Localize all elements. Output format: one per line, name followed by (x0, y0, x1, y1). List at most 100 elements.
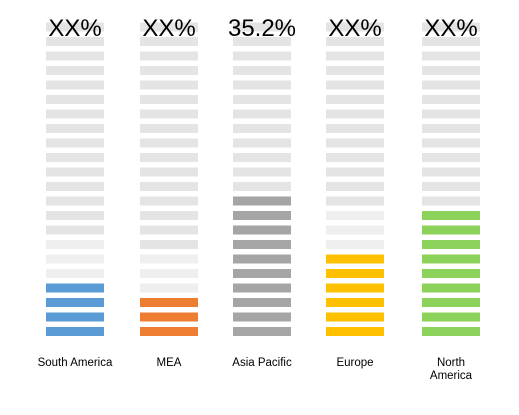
empty-segment-asia-pacific-15 (233, 124, 291, 133)
empty-segment-asia-pacific-21 (233, 37, 291, 46)
empty-segment-north-america-16 (422, 109, 480, 119)
filled-segment-asia-pacific-2 (233, 312, 291, 322)
empty-segment-asia-pacific-11 (233, 182, 291, 191)
empty-segment-north-america-14 (422, 138, 480, 148)
filled-segment-asia-pacific-5 (233, 269, 291, 278)
category-label-line-south-america-1: South America (38, 357, 113, 369)
empty-segment-europe-21 (326, 37, 384, 46)
empty-segment-south-america-22 (46, 22, 104, 32)
empty-segment-europe-15 (326, 124, 384, 133)
filled-segment-asia-pacific-10 (233, 196, 291, 206)
filled-segment-north-america-6 (422, 254, 480, 264)
empty-segment-mea-18 (140, 80, 198, 90)
empty-segment-north-america-12 (422, 167, 480, 177)
empty-segment-south-america-7 (46, 240, 104, 249)
filled-segment-north-america-2 (422, 312, 480, 322)
empty-segment-north-america-22 (422, 22, 480, 32)
empty-segment-europe-16 (326, 109, 384, 119)
filled-segment-asia-pacific-8 (233, 225, 291, 235)
empty-segment-south-america-9 (46, 211, 104, 220)
empty-segment-south-america-18 (46, 80, 104, 90)
filled-segment-south-america-3 (46, 298, 104, 307)
empty-segment-north-america-18 (422, 80, 480, 90)
empty-segment-asia-pacific-18 (233, 80, 291, 90)
value-label-south-america: XX% (48, 15, 101, 42)
category-label-line-asia-pacific-1: Asia Pacific (232, 357, 292, 369)
category-label-line-north-america-1: North (437, 357, 465, 369)
empty-segment-asia-pacific-17 (233, 95, 291, 104)
empty-segment-mea-15 (140, 124, 198, 133)
empty-segment-south-america-16 (46, 109, 104, 119)
filled-segment-north-america-9 (422, 211, 480, 220)
category-label-south-america: South America (38, 357, 113, 369)
empty-segment-europe-17 (326, 95, 384, 104)
empty-segment-europe-22 (326, 22, 384, 32)
empty-segment-south-america-6 (46, 254, 104, 264)
empty-segment-south-america-13 (46, 153, 104, 162)
empty-segment-mea-5 (140, 269, 198, 278)
empty-segment-mea-17 (140, 95, 198, 104)
filled-segment-north-america-8 (422, 225, 480, 235)
filled-segment-south-america-4 (46, 283, 104, 293)
category-label-mea: MEA (157, 357, 182, 369)
empty-segment-mea-4 (140, 283, 198, 293)
filled-segment-mea-3 (140, 298, 198, 307)
empty-segment-asia-pacific-20 (233, 51, 291, 61)
empty-segment-mea-9 (140, 211, 198, 220)
empty-segment-north-america-10 (422, 196, 480, 206)
filled-segment-asia-pacific-4 (233, 283, 291, 293)
empty-segment-north-america-21 (422, 37, 480, 46)
category-label-line-north-america-2: America (430, 370, 473, 382)
empty-segment-mea-13 (140, 153, 198, 162)
filled-segment-north-america-3 (422, 298, 480, 307)
value-label-mea: XX% (142, 15, 195, 42)
empty-segment-south-america-11 (46, 182, 104, 191)
category-label-asia-pacific: Asia Pacific (232, 357, 292, 369)
category-label-europe: Europe (336, 357, 373, 369)
empty-segment-mea-19 (140, 66, 198, 75)
empty-segment-europe-20 (326, 51, 384, 61)
filled-segment-mea-1 (140, 327, 198, 336)
filled-segment-south-america-2 (46, 312, 104, 322)
empty-segment-north-america-19 (422, 66, 480, 75)
filled-segment-asia-pacific-6 (233, 254, 291, 264)
filled-segment-europe-1 (326, 327, 384, 336)
empty-segment-mea-12 (140, 167, 198, 177)
filled-segment-europe-2 (326, 312, 384, 322)
empty-segment-mea-14 (140, 138, 198, 148)
empty-segment-mea-11 (140, 182, 198, 191)
empty-segment-europe-18 (326, 80, 384, 90)
empty-segment-mea-8 (140, 225, 198, 235)
empty-segment-mea-16 (140, 109, 198, 119)
empty-segment-north-america-11 (422, 182, 480, 191)
empty-segment-south-america-20 (46, 51, 104, 61)
empty-segment-north-america-17 (422, 95, 480, 104)
filled-segment-europe-4 (326, 283, 384, 293)
filled-segment-asia-pacific-7 (233, 240, 291, 249)
value-label-north-america: XX% (424, 15, 477, 42)
filled-segment-europe-6 (326, 254, 384, 264)
empty-segment-europe-14 (326, 138, 384, 148)
empty-segment-mea-10 (140, 196, 198, 206)
bars-layer (46, 22, 480, 336)
empty-segment-asia-pacific-14 (233, 138, 291, 148)
filled-segment-north-america-4 (422, 283, 480, 293)
empty-segment-north-america-13 (422, 153, 480, 162)
empty-segment-asia-pacific-12 (233, 167, 291, 177)
empty-segment-europe-13 (326, 153, 384, 162)
empty-segment-mea-22 (140, 22, 198, 32)
empty-segment-europe-19 (326, 66, 384, 75)
filled-segment-north-america-5 (422, 269, 480, 278)
empty-segment-europe-12 (326, 167, 384, 177)
category-label-line-mea-1: MEA (157, 357, 182, 369)
empty-segment-mea-21 (140, 37, 198, 46)
empty-segment-europe-8 (326, 225, 384, 235)
filled-segment-mea-2 (140, 312, 198, 322)
empty-segment-europe-11 (326, 182, 384, 191)
empty-segment-south-america-14 (46, 138, 104, 148)
empty-segment-south-america-8 (46, 225, 104, 235)
empty-segment-europe-9 (326, 211, 384, 220)
empty-segment-south-america-19 (46, 66, 104, 75)
